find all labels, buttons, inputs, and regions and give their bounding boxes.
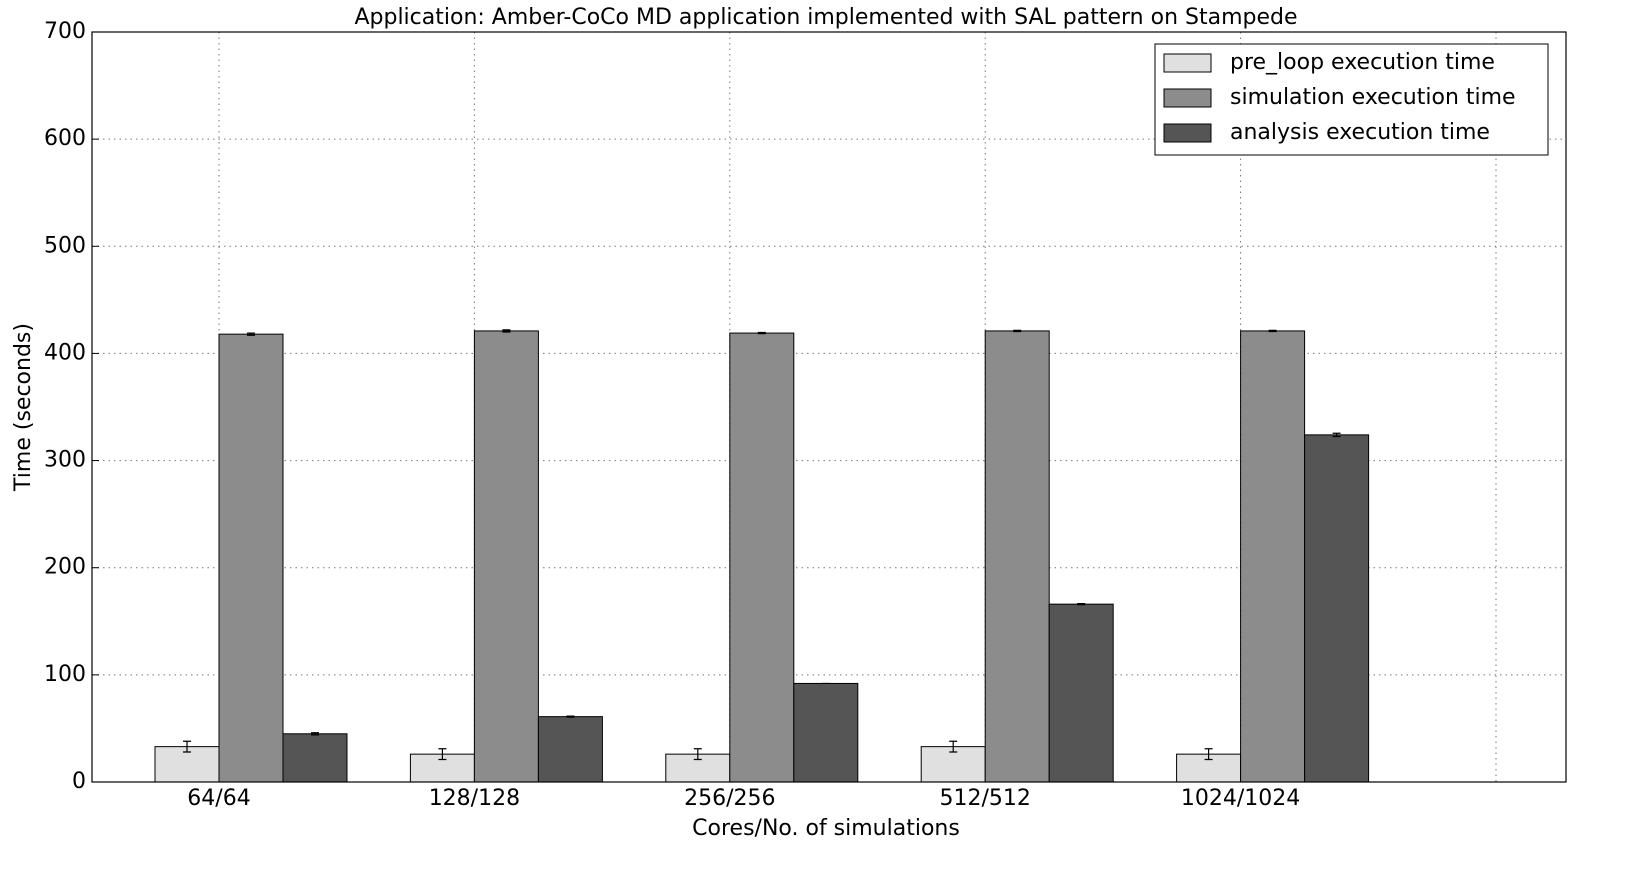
error-bar — [1013, 329, 1022, 333]
error-bar — [502, 329, 511, 333]
chart-title: Application: Amber-CoCo MD application i… — [354, 5, 1297, 30]
x-tick-label: 64/64 — [187, 786, 250, 811]
bar — [473, 330, 539, 783]
error-bar — [311, 732, 319, 736]
legend-swatch — [1163, 88, 1212, 108]
y-tick-label: 200 — [44, 555, 86, 580]
x-tick-label: 1024/1024 — [1181, 786, 1300, 811]
legend-label: analysis execution time — [1230, 120, 1490, 145]
bar — [793, 682, 859, 783]
y-tick-label: 500 — [44, 233, 86, 258]
legend-swatch — [1163, 123, 1212, 143]
error-bar — [247, 332, 255, 336]
error-bar — [1332, 432, 1341, 438]
bar — [729, 332, 795, 783]
error-bar — [1204, 748, 1213, 761]
y-tick-label: 700 — [44, 19, 86, 44]
legend-label: simulation execution time — [1230, 85, 1516, 110]
error-bar — [693, 748, 702, 761]
x-axis-label: Cores/No. of simulations — [692, 816, 960, 841]
y-tick-label: 400 — [44, 340, 86, 365]
x-tick-label: 128/128 — [429, 786, 520, 811]
legend-box — [1154, 43, 1549, 156]
y-tick-label: 100 — [44, 662, 86, 687]
bar — [1048, 603, 1114, 783]
error-bar — [183, 740, 191, 753]
bar — [1304, 434, 1370, 783]
error-bar — [757, 331, 766, 335]
plot-frame — [91, 31, 1567, 783]
error-bar — [566, 715, 575, 718]
bar — [218, 333, 284, 783]
bar — [1240, 330, 1306, 783]
error-bar — [438, 748, 447, 761]
x-tick-label: 512/512 — [939, 786, 1030, 811]
y-tick-label: 0 — [72, 769, 86, 794]
bar — [537, 716, 603, 783]
y-tick-label: 300 — [44, 448, 86, 473]
legend-swatch — [1163, 53, 1212, 73]
legend-label: pre_loop execution time — [1230, 50, 1495, 75]
bar — [282, 733, 348, 783]
y-tick-label: 600 — [44, 126, 86, 151]
error-bar — [1077, 603, 1086, 606]
bar — [984, 330, 1050, 783]
y-axis-label: Time (seconds) — [11, 323, 36, 492]
error-bar — [1268, 329, 1277, 333]
x-tick-label: 256/256 — [684, 786, 775, 811]
error-bar — [949, 740, 958, 753]
